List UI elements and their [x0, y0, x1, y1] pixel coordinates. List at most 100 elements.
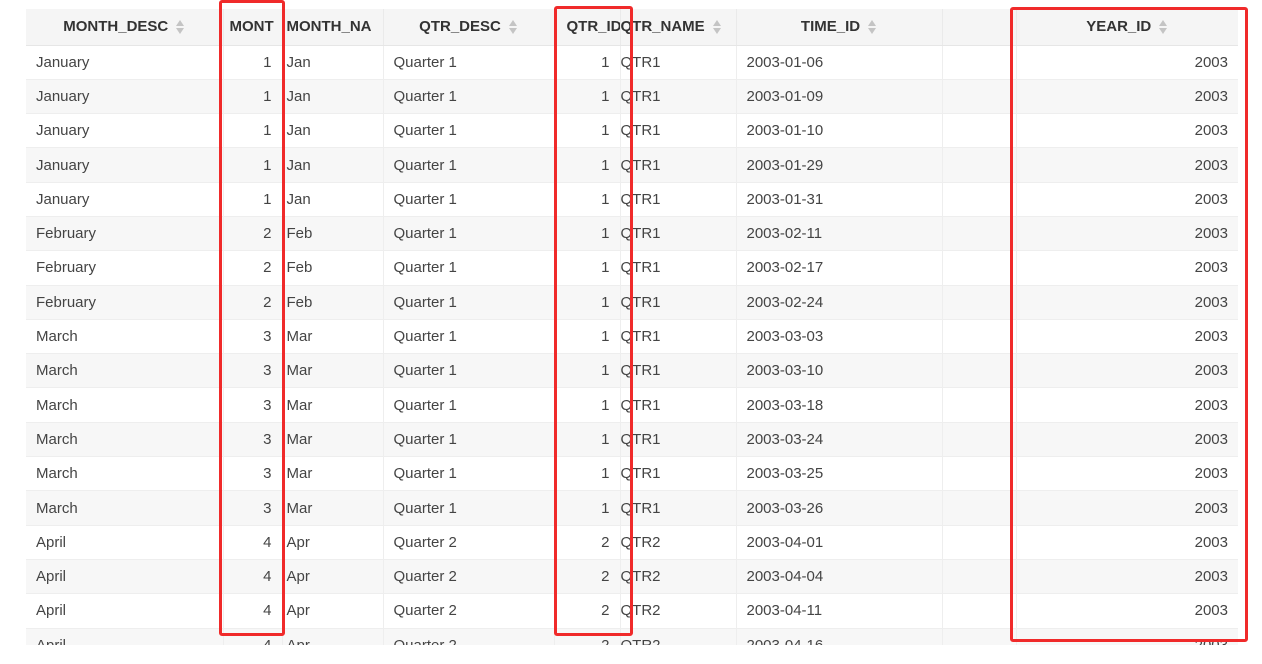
cell-month-id: 2	[223, 285, 283, 320]
cell-qtr-desc: Quarter 1	[383, 422, 555, 458]
sort-arrows-icon[interactable]	[1159, 19, 1168, 35]
sort-arrows-icon[interactable]	[868, 19, 877, 35]
cell-time-id: 2003-03-25	[736, 456, 943, 492]
cell-qtr-id: 2	[554, 559, 621, 595]
cell-time-id: 2003-01-31	[736, 182, 943, 217]
column-header-month-desc[interactable]: MONTH_DESC	[26, 9, 224, 46]
cell-qtr-desc: Quarter 1	[383, 182, 555, 217]
cell-time-id: 2003-03-18	[736, 387, 943, 423]
cell-time-id: 2003-02-11	[736, 216, 943, 252]
cell-qtr-name: QTR1	[620, 250, 737, 286]
cell-month-id: 2	[223, 216, 283, 252]
cell-qtr-name: QTR2	[620, 559, 737, 595]
cell-time-id: 2003-03-26	[736, 490, 943, 526]
sort-arrows-icon[interactable]	[176, 19, 185, 35]
cell-qtr-desc: Quarter 1	[383, 456, 555, 492]
cell-month-desc: March	[26, 490, 224, 526]
cell-year-id: 2003	[1016, 490, 1238, 526]
cell-month-desc: February	[26, 250, 224, 286]
cell-year-id: 2003	[1016, 250, 1238, 286]
column-header-month-id[interactable]: MONT	[223, 9, 283, 46]
cell-month-id: 3	[223, 387, 283, 423]
column-header-qtr-desc[interactable]: QTR_DESC	[383, 9, 555, 46]
cell-month-name: Jan	[282, 45, 384, 80]
column-header-month-name[interactable]: MONTH_NA	[282, 9, 384, 46]
cell-month-desc: January	[26, 113, 224, 149]
cell-month-name: Apr	[282, 559, 384, 595]
cell-month-desc: April	[26, 593, 224, 629]
column-header-label: QTR_ID	[566, 18, 620, 36]
cell-year-id: 2003	[1016, 525, 1238, 560]
cell-qtr-id: 2	[554, 628, 621, 645]
table-row[interactable]: January 1 Jan Quarter 1 1 QTR1 2003-01-31 2003	[26, 182, 1238, 217]
table-row[interactable]: April 4 Apr Quarter 2 2 QTR2 2003-04-11 2003	[26, 593, 1238, 629]
cell-year-id: 2003	[1016, 45, 1238, 80]
table-row[interactable]: March 3 Mar Quarter 1 1 QTR1 2003-03-24 2003	[26, 422, 1238, 458]
table-row[interactable]: February 2 Feb Quarter 1 1 QTR1 2003-02-24 2003	[26, 285, 1238, 320]
cell-qtr-desc: Quarter 1	[383, 353, 555, 389]
cell-month-id: 3	[223, 456, 283, 492]
cell-blank	[942, 45, 1017, 80]
cell-month-name: Mar	[282, 353, 384, 389]
column-header-year-id[interactable]: YEAR_ID	[1016, 9, 1238, 46]
cell-qtr-id: 2	[554, 593, 621, 629]
column-header-qtr-name[interactable]: QTR_NAME	[620, 9, 737, 46]
cell-qtr-id: 1	[554, 422, 621, 458]
cell-month-desc: March	[26, 387, 224, 423]
cell-blank	[942, 525, 1017, 560]
cell-qtr-id: 1	[554, 182, 621, 217]
cell-month-name: Jan	[282, 182, 384, 217]
table-row[interactable]: February 2 Feb Quarter 1 1 QTR1 2003-02-17 2003	[26, 250, 1238, 286]
cell-qtr-id: 1	[554, 387, 621, 423]
table-row[interactable]: April 4 Apr Quarter 2 2 QTR2 2003-04-04 2003	[26, 559, 1238, 595]
column-header-label: QTR_DESC	[419, 18, 501, 36]
cell-blank	[942, 559, 1017, 595]
cell-month-desc: March	[26, 456, 224, 492]
table-row[interactable]: March 3 Mar Quarter 1 1 QTR1 2003-03-03 2003	[26, 319, 1238, 355]
column-header-label: MONT	[229, 18, 274, 36]
cell-qtr-id: 1	[554, 113, 621, 149]
table-row[interactable]: January 1 Jan Quarter 1 1 QTR1 2003-01-09 2003	[26, 79, 1238, 115]
table-row[interactable]: January 1 Jan Quarter 1 1 QTR1 2003-01-29 2003	[26, 147, 1238, 183]
cell-time-id: 2003-01-10	[736, 113, 943, 149]
cell-qtr-desc: Quarter 2	[383, 628, 555, 645]
column-header-qtr-id[interactable]: QTR_ID	[554, 9, 621, 46]
table-row[interactable]: January 1 Jan Quarter 1 1 QTR1 2003-01-06 2003	[26, 45, 1238, 80]
sort-arrows-icon[interactable]	[508, 19, 518, 35]
cell-month-name: Jan	[282, 113, 384, 149]
cell-month-name: Jan	[282, 79, 384, 115]
cell-year-id: 2003	[1016, 319, 1238, 355]
table-row[interactable]: March 3 Mar Quarter 1 1 QTR1 2003-03-18 2003	[26, 387, 1238, 423]
column-header-time-id[interactable]: TIME_ID	[736, 9, 943, 46]
cell-qtr-desc: Quarter 1	[383, 45, 555, 80]
column-header-label: TIME_ID	[800, 18, 861, 36]
column-header-label: YEAR_ID	[1086, 18, 1152, 36]
table-row[interactable]: March 3 Mar Quarter 1 1 QTR1 2003-03-10 2003	[26, 353, 1238, 389]
cell-qtr-id: 1	[554, 456, 621, 492]
sort-arrows-icon[interactable]	[712, 19, 722, 35]
cell-month-name: Jan	[282, 147, 384, 183]
cell-qtr-name: QTR2	[620, 628, 737, 645]
table-row[interactable]: March 3 Mar Quarter 1 1 QTR1 2003-03-26 2003	[26, 490, 1238, 526]
cell-month-id: 1	[223, 182, 283, 217]
cell-qtr-name: QTR2	[620, 593, 737, 629]
table-body: January 1 Jan Quarter 1 1 QTR1 2003-01-06 2003 J…	[26, 45, 1238, 645]
cell-month-name: Mar	[282, 319, 384, 355]
table-row[interactable]: January 1 Jan Quarter 1 1 QTR1 2003-01-10 2003	[26, 113, 1238, 149]
table-row[interactable]: April 4 Apr Quarter 2 2 QTR2 2003-04-01 2003	[26, 525, 1238, 560]
table-row[interactable]: February 2 Feb Quarter 1 1 QTR1 2003-02-11 2003	[26, 216, 1238, 252]
cell-blank	[942, 216, 1017, 252]
cell-qtr-id: 1	[554, 353, 621, 389]
cell-qtr-desc: Quarter 1	[383, 113, 555, 149]
cell-year-id: 2003	[1016, 456, 1238, 492]
cell-qtr-id: 1	[554, 45, 621, 80]
table-row[interactable]: March 3 Mar Quarter 1 1 QTR1 2003-03-25 2003	[26, 456, 1238, 492]
cell-month-id: 4	[223, 628, 283, 645]
cell-blank	[942, 113, 1017, 149]
cell-year-id: 2003	[1016, 422, 1238, 458]
cell-blank	[942, 285, 1017, 320]
cell-year-id: 2003	[1016, 559, 1238, 595]
cell-blank	[942, 250, 1017, 286]
cell-time-id: 2003-03-10	[736, 353, 943, 389]
